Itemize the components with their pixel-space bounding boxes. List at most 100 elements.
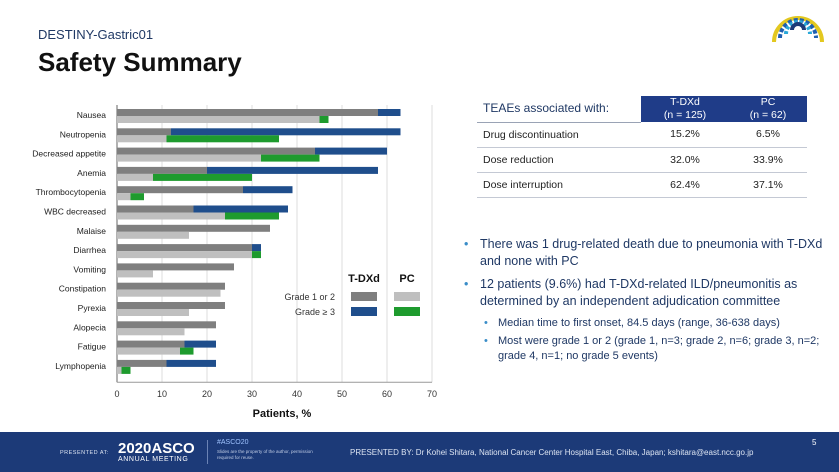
- y-tick-label: Diarrhea: [73, 245, 106, 255]
- table-col-pc-n: (n = 62): [749, 109, 787, 121]
- y-tick-label: Vomiting: [73, 264, 106, 274]
- bar-segment: [117, 263, 234, 271]
- presented-by: PRESENTED BY: Dr Kohei Shitara, National…: [350, 448, 754, 457]
- table-col-tdxd: T-DXd (n = 125): [641, 96, 729, 122]
- bar-segment: [117, 173, 153, 181]
- y-tick-label: Constipation: [59, 284, 107, 294]
- bar-segment: [130, 193, 144, 201]
- y-tick-label: Pyrexia: [78, 303, 107, 313]
- bar-segment: [378, 109, 401, 116]
- y-tick-label: Thrombocytopenia: [36, 187, 107, 197]
- y-tick-label: Decreased appetite: [32, 149, 106, 159]
- footer-divider: [207, 440, 208, 464]
- row-tdxd-value: 15.2%: [641, 122, 729, 148]
- bar-segment: [117, 289, 221, 297]
- ae-bar-chart: Nausea Neutropenia Decreased appetite Anemi…: [32, 105, 437, 420]
- x-tick-label: 0: [114, 389, 119, 399]
- sub-bullet-onset: Median time to first onset, 84.5 days (r…: [462, 316, 834, 331]
- row-label: Dose interruption: [477, 172, 641, 198]
- x-tick-label: 50: [337, 389, 347, 399]
- bar-segment: [252, 244, 261, 252]
- x-tick-label: 60: [382, 389, 392, 399]
- bar-segment: [117, 321, 216, 329]
- y-tick-label: Anemia: [77, 168, 106, 178]
- bar-segment: [315, 147, 387, 155]
- bar-segment: [117, 231, 189, 239]
- table-header-label: TEAEs associated with:: [477, 96, 641, 123]
- bar-segment: [117, 147, 315, 155]
- bar-segment: [243, 186, 293, 194]
- bar-segment: [184, 340, 216, 348]
- bar-segment: [117, 116, 320, 123]
- row-tdxd-value: 32.0%: [641, 147, 729, 173]
- x-tick-label: 10: [157, 389, 167, 399]
- bar-segment: [117, 302, 225, 309]
- asco-meeting: ANNUAL MEETING: [118, 456, 189, 463]
- bullet-ild: 12 patients (9.6%) had T-DXd-related ILD…: [462, 276, 834, 310]
- slide-title: Safety Summary: [38, 47, 242, 77]
- table-row: Dose interruption 62.4% 37.1%: [477, 172, 807, 198]
- bullet-death: There was 1 drug-related death due to pn…: [462, 236, 834, 270]
- y-tick-label: Fatigue: [78, 342, 107, 352]
- row-label: Dose reduction: [477, 147, 641, 173]
- bar-segment: [117, 328, 185, 336]
- bar-segment: [166, 359, 216, 367]
- bar-segment: [193, 205, 288, 213]
- table-col-pc: PC (n = 62): [729, 96, 807, 122]
- bar-segment: [117, 109, 378, 116]
- presented-at-label: PRESENTED AT:: [60, 450, 109, 456]
- table-col-tdxd-n: (n = 125): [663, 109, 707, 121]
- row-pc-value: 6.5%: [729, 122, 807, 148]
- y-tick-label: Lymphopenia: [55, 361, 106, 371]
- x-axis-ticks: 0 10 20 30 40 50 60 70: [114, 389, 437, 399]
- table-col-pc-name: PC: [760, 96, 776, 108]
- bar-segment: [121, 366, 131, 374]
- legend-swatch-pc-grade12: [394, 292, 420, 301]
- legend-row-grade12: Grade 1 or 2: [284, 292, 335, 302]
- row-tdxd-value: 62.4%: [641, 172, 729, 198]
- teae-table: TEAEs associated with: T-DXd (n = 125) P…: [477, 96, 807, 198]
- bar-segment: [117, 282, 225, 290]
- row-pc-value: 37.1%: [729, 172, 807, 198]
- bar-segment: [117, 270, 153, 278]
- bar-segment: [319, 116, 329, 123]
- bar-segment: [117, 212, 225, 220]
- bar-segment: [117, 166, 207, 174]
- legend-swatch-pc-grade3: [394, 307, 420, 316]
- chart-legend: T-DXd PC Grade 1 or 2 Grade ≥ 3: [284, 273, 420, 317]
- bar-segment: [207, 166, 378, 174]
- study-name: DESTINY-Gastric01: [38, 27, 154, 42]
- asco-year: 2020ASCO: [118, 440, 195, 457]
- x-tick-label: 70: [427, 389, 437, 399]
- x-tick-label: 20: [202, 389, 212, 399]
- footer-fine-print: Slides are the property of the author, p…: [217, 449, 313, 460]
- table-row: Dose reduction 32.0% 33.9%: [477, 147, 807, 173]
- bar-segment: [171, 128, 401, 136]
- y-tick-label: Nausea: [77, 110, 107, 120]
- bar-segment: [117, 135, 167, 143]
- bar-segment: [117, 309, 189, 316]
- page-number: 5: [812, 438, 817, 447]
- legend-swatch-tdxd-grade3: [351, 307, 377, 316]
- row-label: Drug discontinuation: [477, 122, 641, 148]
- bar-segment: [117, 340, 185, 348]
- bar-segment: [117, 251, 252, 259]
- x-axis-title: Patients, %: [253, 408, 312, 420]
- bar-segment: [117, 366, 122, 374]
- legend-header-tdxd: T-DXd: [348, 273, 380, 285]
- asco-logo-icon: [772, 16, 824, 43]
- y-tick-label: Alopecia: [73, 322, 106, 332]
- table-col-tdxd-name: T-DXd: [670, 96, 700, 108]
- bar-segment: [117, 186, 243, 194]
- x-tick-label: 40: [292, 389, 302, 399]
- bar-segment: [166, 135, 279, 143]
- bar-segment: [117, 347, 180, 355]
- bar-segment: [117, 244, 252, 252]
- key-findings: There was 1 drug-related death due to pn…: [462, 236, 834, 367]
- table-row: Drug discontinuation 15.2% 6.5%: [477, 122, 807, 148]
- footer-bar: PRESENTED AT: 2020ASCO ANNUAL MEETING #A…: [0, 432, 839, 472]
- bar-segment: [252, 251, 261, 259]
- bar-segment: [117, 193, 131, 201]
- bar-segment: [117, 128, 171, 136]
- sub-bullet-grade: Most were grade 1 or 2 (grade 1, n=3; gr…: [462, 334, 834, 364]
